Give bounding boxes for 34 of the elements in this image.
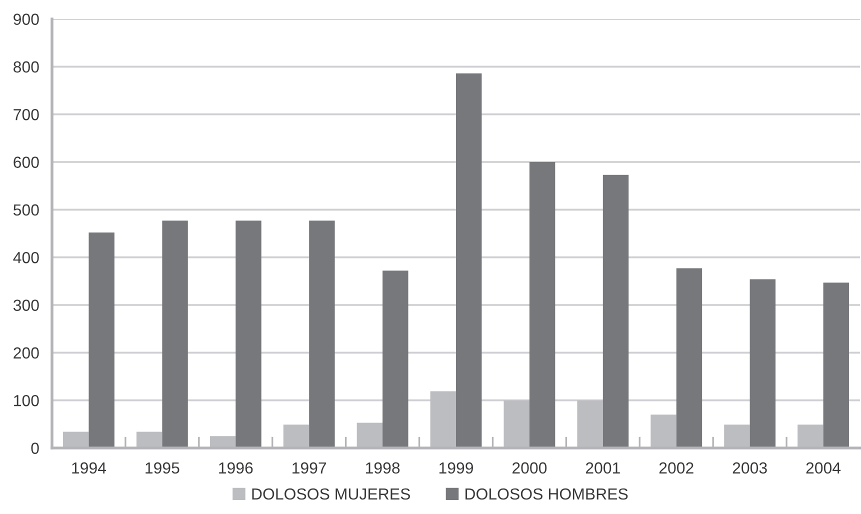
y-tick-label: 300: [13, 300, 39, 311]
bar: [236, 220, 262, 448]
bar: [162, 220, 188, 448]
y-tick-label: 100: [14, 394, 39, 406]
y-tick-label: 200: [14, 347, 39, 359]
legend-label: DOLOSOS MUJERES: [252, 488, 410, 500]
x-tick-label: 2004: [806, 462, 841, 474]
y-tick-label: 700: [14, 108, 39, 120]
y-tick-label: 800: [14, 61, 39, 73]
bar: [823, 282, 849, 448]
x-tick-label: 2003: [732, 462, 767, 474]
x-tick-label: 2000: [512, 462, 547, 474]
y-tick-label: 900: [14, 14, 39, 25]
legend-label: DOLOSOS HOMBRES: [466, 488, 628, 500]
bar: [602, 174, 629, 448]
x-tick-label: 1998: [366, 462, 400, 474]
bar: [309, 220, 335, 448]
bar: [456, 73, 482, 448]
bar: [529, 162, 556, 448]
x-tick-label: 1996: [219, 462, 253, 474]
x-tick-label: 1999: [439, 462, 474, 474]
y-tick-label: 0: [31, 442, 39, 454]
x-tick-label: 1995: [146, 462, 180, 474]
bar: [750, 279, 776, 448]
y-tick-label: 500: [13, 204, 39, 216]
y-tick-label: 600: [14, 156, 39, 168]
x-tick-label: 1997: [292, 462, 326, 474]
x-tick-label: 1994: [72, 462, 106, 474]
y-tick-label: 400: [13, 252, 39, 264]
x-tick-label: 2001: [586, 462, 620, 474]
bar: [382, 270, 408, 448]
bar: [676, 268, 702, 448]
bar: [88, 232, 114, 448]
x-tick-label: 2002: [659, 462, 694, 474]
